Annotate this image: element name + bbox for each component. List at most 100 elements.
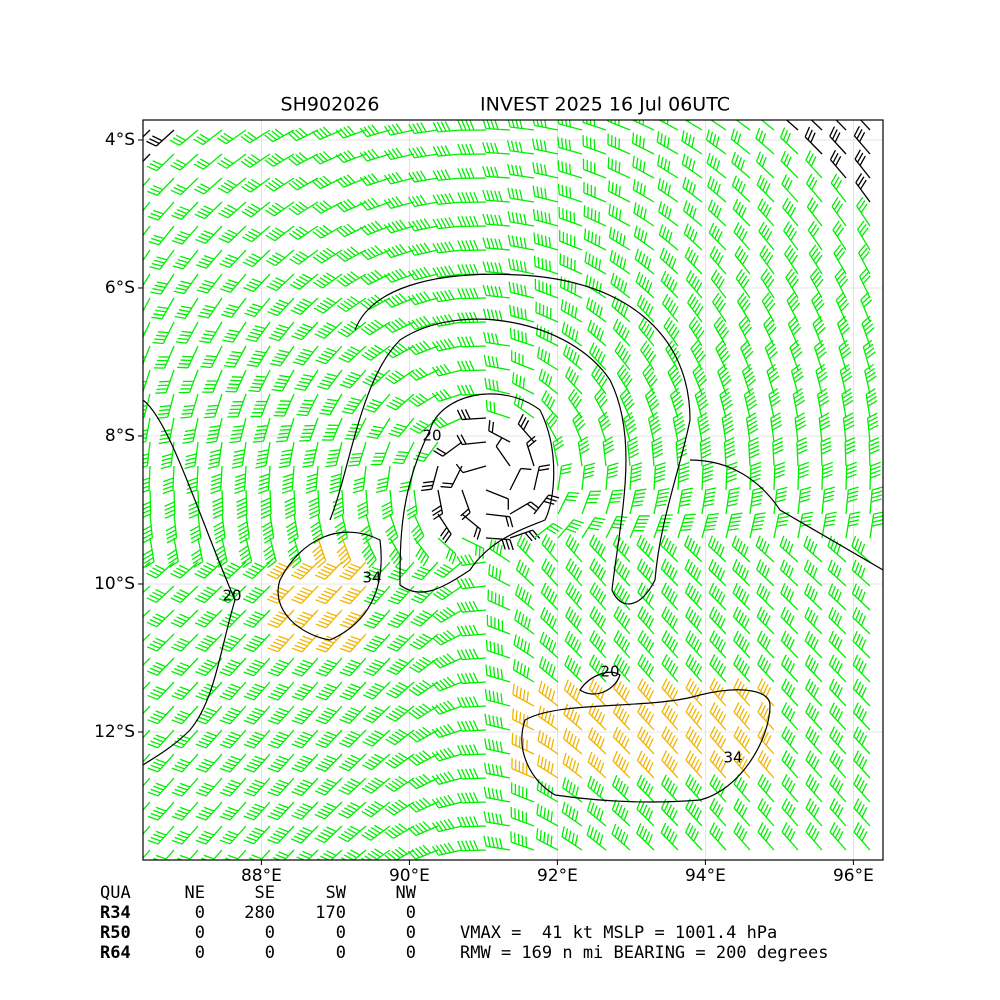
- wind-barb: [607, 157, 631, 179]
- wind-barb: [293, 849, 319, 860]
- wind-barb: [541, 558, 559, 587]
- wind-barb: [484, 713, 511, 731]
- wind-barb: [384, 123, 415, 136]
- wind-barb: [609, 249, 631, 275]
- wind-barb: [483, 786, 511, 803]
- wind-barb: [335, 174, 367, 188]
- wind-barb: [155, 369, 175, 394]
- wind-barb: [834, 268, 849, 299]
- wind-barb: [311, 537, 327, 569]
- wind-barb: [147, 801, 175, 821]
- wind-barb: [757, 654, 775, 683]
- wind-barb: [384, 799, 415, 816]
- wind-barb: [608, 226, 631, 251]
- wind-barb: [731, 535, 751, 563]
- wind-barb: [218, 201, 247, 219]
- wind-barb: [420, 465, 439, 492]
- wind-barb: [536, 828, 559, 851]
- wind-barb: [482, 166, 511, 179]
- wind-barb: [495, 436, 511, 467]
- wind-barb: [538, 680, 559, 707]
- wind-barb: [210, 465, 223, 495]
- wind-barb: [311, 126, 343, 140]
- wind-barb: [766, 363, 780, 395]
- wind-barb: [243, 705, 271, 725]
- wind-barb: [557, 183, 583, 203]
- wind-barb: [267, 753, 295, 773]
- wind-barb: [195, 777, 223, 797]
- wind-barb: [683, 223, 703, 251]
- x-tick-label: 94°E: [685, 866, 726, 886]
- y-tick-label: 4°S: [105, 130, 135, 150]
- wind-barb: [352, 465, 367, 494]
- wind-barb: [721, 412, 735, 443]
- wind-barb: [337, 320, 367, 338]
- wind-barb: [715, 339, 731, 371]
- wind-barb: [457, 744, 487, 756]
- wind-barb: [545, 412, 559, 443]
- wind-barb: [661, 582, 679, 611]
- wind-barb: [589, 654, 607, 683]
- wind-barb: [384, 342, 415, 359]
- wind-barb: [219, 825, 247, 845]
- table-cell: 280: [244, 903, 275, 923]
- wind-barb: [869, 511, 883, 539]
- wind-barb: [828, 654, 847, 683]
- wind-barb: [408, 122, 439, 135]
- wind-barb: [733, 750, 751, 779]
- wind-barb: [607, 133, 631, 155]
- wind-barb: [143, 225, 151, 237]
- wind-barb: [682, 176, 703, 203]
- wind-barb: [241, 177, 271, 193]
- wind-barb: [613, 630, 631, 659]
- wind-barb: [267, 297, 295, 317]
- wind-barb: [804, 630, 823, 659]
- wind-barb: [433, 441, 463, 457]
- wind-barb: [709, 774, 727, 803]
- wind-barb: [509, 467, 532, 491]
- wind-barb: [557, 136, 583, 155]
- wind-barb: [637, 606, 655, 635]
- wind-barb: [243, 825, 271, 845]
- wind-barb: [488, 564, 511, 587]
- wind-barb: [315, 705, 343, 725]
- wind-barb: [250, 393, 271, 418]
- wind-barb: [607, 180, 631, 203]
- wind-barb: [384, 369, 415, 385]
- wind-barb: [531, 138, 559, 155]
- wind-barb: [512, 658, 535, 683]
- wind-barb: [219, 801, 247, 821]
- wind-barb: [661, 630, 679, 659]
- wind-barb: [669, 387, 685, 419]
- wind-barb: [360, 513, 373, 545]
- wind-barb: [484, 738, 511, 755]
- wind-barb: [829, 750, 847, 779]
- wind-barb: [460, 489, 471, 521]
- wind-barb: [386, 681, 415, 699]
- wind-barb: [195, 633, 223, 652]
- wind-barb: [781, 750, 799, 779]
- wind-barb: [325, 441, 343, 468]
- wind-barb: [581, 462, 596, 491]
- wind-barb: [312, 247, 343, 264]
- wind-barb: [564, 630, 583, 659]
- wind-barb: [195, 681, 223, 701]
- wind-barb: [171, 681, 199, 701]
- wind-barb: [265, 225, 295, 242]
- wind-barb: [243, 273, 271, 293]
- wind-barb: [749, 512, 766, 539]
- wind-barb: [509, 501, 540, 515]
- wind-barb: [194, 609, 223, 628]
- wind-barb: [482, 261, 511, 275]
- wind-barb: [220, 273, 247, 293]
- wind-barb: [236, 489, 248, 519]
- wind-barb: [636, 294, 655, 323]
- wind-barb: [408, 393, 439, 407]
- wind-barb: [218, 561, 247, 579]
- wind-barb: [457, 840, 487, 852]
- wind-barb: [296, 393, 319, 417]
- wind-barb: [842, 412, 855, 443]
- wind-barb: [147, 777, 175, 797]
- table-cell: 0: [406, 903, 416, 923]
- wind-barb: [749, 461, 762, 491]
